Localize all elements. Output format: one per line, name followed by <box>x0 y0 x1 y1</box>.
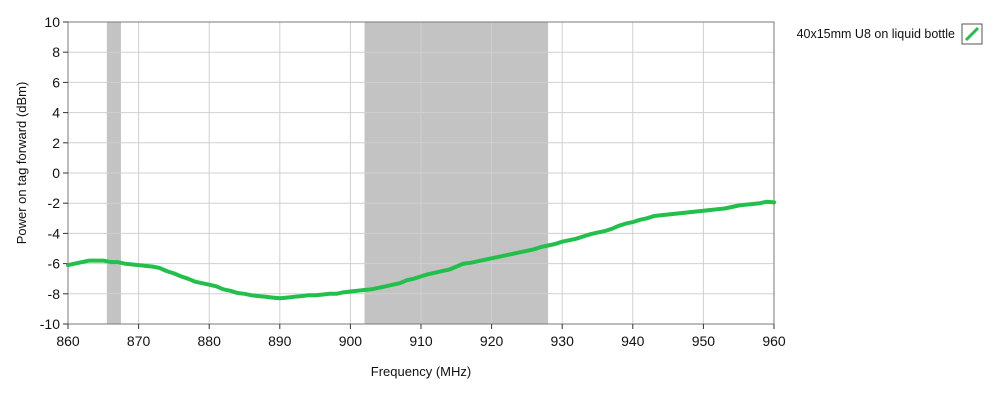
y-axis-title: Power on tag forward (dBm) <box>14 82 29 245</box>
series-layer <box>66 199 776 301</box>
x-tick-label-880: 880 <box>198 333 222 349</box>
x-tick-label-940: 940 <box>621 333 645 349</box>
y-tick-label--2: -2 <box>48 195 61 211</box>
gridlines <box>68 22 774 324</box>
y-tick-label-10: 10 <box>44 14 60 30</box>
y-tick-label--10: -10 <box>40 316 60 332</box>
axes: 860 870 880 890 900 910 920 930 940 950 960-10-8-6… <box>40 14 786 349</box>
x-tick-label-900: 900 <box>339 333 363 349</box>
legend-swatch <box>961 23 983 45</box>
x-tick-label-870: 870 <box>127 333 151 349</box>
y-tick-label--6: -6 <box>48 256 61 272</box>
legend-label: 40x15mm U8 on liquid bottle <box>797 27 955 41</box>
x-tick-label-920: 920 <box>480 333 504 349</box>
x-tick-label-910: 910 <box>409 333 433 349</box>
y-tick-label--4: -4 <box>48 225 61 241</box>
x-tick-label-890: 890 <box>268 333 292 349</box>
legend-swatch-line <box>964 26 980 42</box>
y-tick-label-8: 8 <box>52 44 60 60</box>
legend: 40x15mm U8 on liquid bottle <box>797 23 983 45</box>
y-tick-label-6: 6 <box>52 74 60 90</box>
series-line-0 <box>66 199 776 301</box>
y-tick-label--8: -8 <box>48 286 61 302</box>
x-tick-label-930: 930 <box>551 333 575 349</box>
x-tick-label-960: 960 <box>762 333 786 349</box>
y-tick-label-2: 2 <box>52 135 60 151</box>
x-tick-label-950: 950 <box>692 333 716 349</box>
y-tick-label-4: 4 <box>52 105 60 121</box>
y-tick-label-0: 0 <box>52 165 60 181</box>
x-tick-label-860: 860 <box>56 333 80 349</box>
x-axis-title: Frequency (MHz) <box>371 364 471 379</box>
